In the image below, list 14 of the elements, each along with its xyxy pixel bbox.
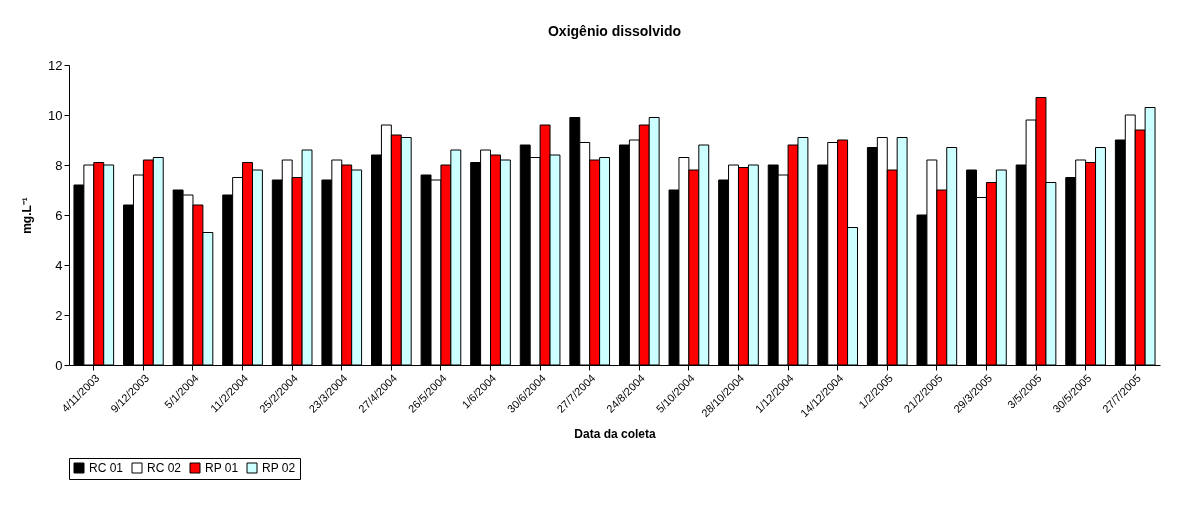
legend-label: RP 02	[262, 461, 296, 475]
x-axis-title: Data da coleta	[574, 427, 656, 442]
y-tick-label: 0	[55, 357, 63, 373]
chart-title: Oxigênio dissolvido	[547, 23, 682, 39]
y-tick-label: 6	[55, 207, 63, 223]
y-tick-label: 2	[55, 307, 63, 323]
y-tick-label: 4	[55, 257, 63, 273]
y-tick-label: 12	[48, 57, 63, 73]
y-tick-label: 10	[48, 107, 63, 123]
y-axis-title: mg.L⁻¹	[20, 197, 35, 234]
legend-label: RC 02	[147, 461, 182, 475]
y-tick-label: 8	[55, 157, 63, 173]
legend-label: RP 01	[205, 461, 239, 475]
legend-label: RC 01	[89, 461, 124, 475]
